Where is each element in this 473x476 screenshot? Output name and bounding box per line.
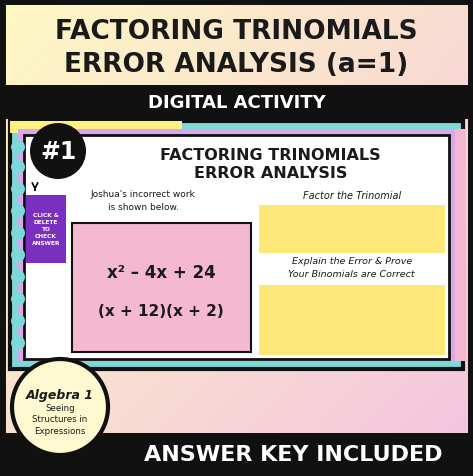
Text: Factor the Trinomial: Factor the Trinomial <box>303 190 401 200</box>
Circle shape <box>30 124 86 179</box>
FancyBboxPatch shape <box>10 122 182 134</box>
FancyBboxPatch shape <box>24 136 449 359</box>
FancyBboxPatch shape <box>0 433 473 476</box>
Text: DIGITAL ACTIVITY: DIGITAL ACTIVITY <box>148 94 325 112</box>
Text: ERROR ANALYSIS (a=1): ERROR ANALYSIS (a=1) <box>64 52 409 78</box>
Text: CLICK &
DELETE
TO
CHECK
ANSWER: CLICK & DELETE TO CHECK ANSWER <box>32 213 60 246</box>
Circle shape <box>11 270 25 284</box>
Text: (x + 12)(x + 2): (x + 12)(x + 2) <box>98 304 224 318</box>
Text: FACTORING TRINOMIALS: FACTORING TRINOMIALS <box>55 19 418 45</box>
Text: x² – 4x + 24: x² – 4x + 24 <box>107 264 216 281</box>
Circle shape <box>11 248 25 262</box>
Circle shape <box>11 336 25 350</box>
Circle shape <box>11 205 25 218</box>
Text: Joshua's incorrect work
is shown below.: Joshua's incorrect work is shown below. <box>91 189 195 212</box>
FancyBboxPatch shape <box>455 130 465 361</box>
Circle shape <box>11 141 25 155</box>
Circle shape <box>11 314 25 328</box>
Circle shape <box>12 359 108 455</box>
Text: ANSWER KEY INCLUDED: ANSWER KEY INCLUDED <box>144 445 443 465</box>
FancyBboxPatch shape <box>259 286 445 355</box>
FancyBboxPatch shape <box>10 122 463 369</box>
Circle shape <box>11 292 25 307</box>
Text: #1: #1 <box>40 140 76 164</box>
Circle shape <box>11 161 25 175</box>
FancyBboxPatch shape <box>18 130 455 361</box>
FancyBboxPatch shape <box>72 224 251 352</box>
Text: FACTORING TRINOMIALS: FACTORING TRINOMIALS <box>160 148 381 163</box>
Circle shape <box>11 183 25 197</box>
Text: ERROR ANALYSIS: ERROR ANALYSIS <box>194 166 347 181</box>
FancyBboxPatch shape <box>0 86 473 120</box>
Text: Explain the Error & Prove
Your Binomials are Correct: Explain the Error & Prove Your Binomials… <box>289 257 415 278</box>
FancyBboxPatch shape <box>26 196 66 263</box>
FancyBboxPatch shape <box>259 206 445 253</box>
Text: Seeing
Structures in
Expressions: Seeing Structures in Expressions <box>32 403 88 435</box>
Circle shape <box>11 227 25 240</box>
Text: Algebra 1: Algebra 1 <box>26 389 94 402</box>
